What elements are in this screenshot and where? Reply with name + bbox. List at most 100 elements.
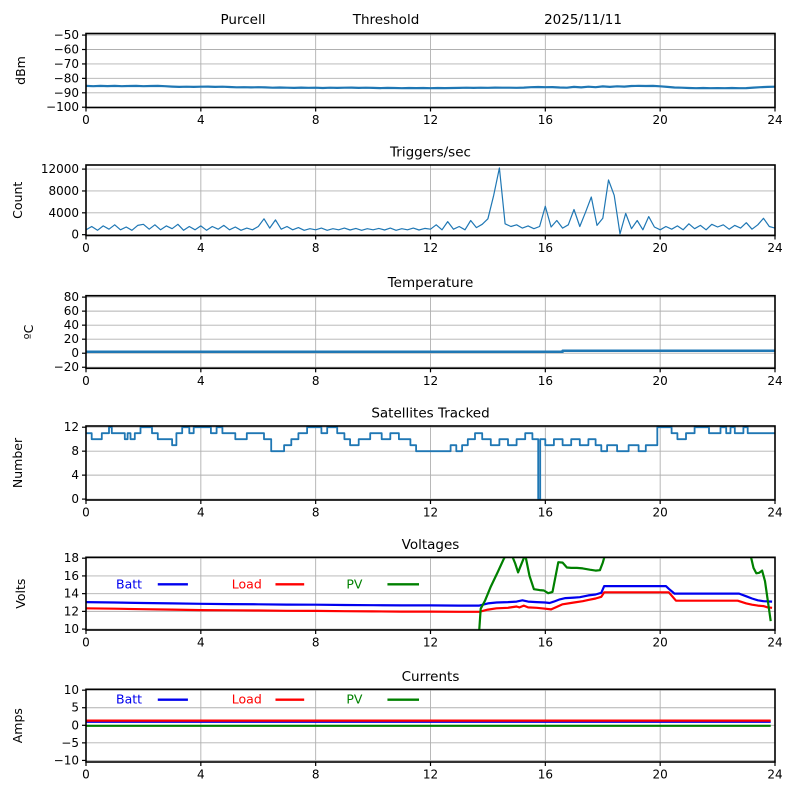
x-tick-label: 24 (767, 113, 782, 127)
y-tick-label: 12000 (41, 162, 79, 176)
x-tick-label: 4 (197, 636, 205, 650)
x-tick-label: 24 (767, 374, 782, 388)
x-tick-label: 8 (312, 506, 320, 520)
plot-area-currents (86, 719, 771, 727)
x-tick-label: 8 (312, 636, 320, 650)
y-tick-label: 10 (64, 622, 79, 636)
x-tick-label: 4 (197, 506, 205, 520)
x-tick-label: 0 (82, 506, 90, 520)
x-tick-label: 16 (538, 506, 553, 520)
x-tick-label: 20 (653, 241, 668, 255)
chart-title-temperature: Temperature (387, 275, 474, 291)
x-tick-label: 24 (767, 636, 782, 650)
legend-label-pv: PV (346, 692, 363, 707)
y-tick-label: −5 (61, 736, 79, 750)
y-tick-label: 40 (64, 318, 79, 332)
x-tick-label: 0 (82, 113, 90, 127)
x-tick-label: 4 (197, 374, 205, 388)
y-tick-label: 16 (64, 569, 79, 583)
y-tick-label: −70 (54, 57, 79, 71)
chart-threshold: 0 4 8 12 16 20 24 −50−60−70−80−90−100 dBm (13, 28, 783, 127)
plot-area-temperature (86, 349, 775, 354)
x-tick-label: 12 (423, 506, 438, 520)
legend-label-load: Load (232, 576, 262, 591)
x-tick-label: 16 (538, 768, 553, 782)
y-tick-label: −100 (46, 100, 79, 114)
x-tick-label: 12 (423, 241, 438, 255)
x-tick-label: 4 (197, 113, 205, 127)
y-tick-label: −10 (54, 753, 79, 767)
x-tick-label: 16 (538, 374, 553, 388)
y-tick-label: −50 (54, 28, 79, 42)
y-tick-label: −20 (54, 360, 79, 374)
series-batt-volts (86, 585, 773, 607)
series-satellites-number (86, 426, 775, 500)
x-tick-label: 16 (538, 241, 553, 255)
x-tick-label: 16 (538, 113, 553, 127)
x-tick-label: 8 (312, 113, 320, 127)
x-tick-label: 0 (82, 374, 90, 388)
legend-label-pv: PV (346, 576, 363, 591)
y-axis-label-temperature: ºC (21, 324, 36, 339)
x-tick-label: 8 (312, 374, 320, 388)
x-tick-label: 4 (197, 768, 205, 782)
y-tick-label: 20 (64, 332, 79, 346)
x-tick-label: 8 (312, 241, 320, 255)
y-tick-label: 10 (64, 683, 79, 697)
y-tick-label: 4 (71, 468, 79, 482)
chart-title-satellites: Satellites Tracked (371, 406, 489, 422)
x-tick-label: 24 (767, 506, 782, 520)
y-tick-label: 18 (64, 551, 79, 565)
x-tick-label: 12 (423, 636, 438, 650)
x-tick-label: 20 (653, 374, 668, 388)
plot-date: 2025/11/11 (544, 12, 622, 28)
x-tick-label: 12 (423, 374, 438, 388)
legend-label-batt: Batt (116, 576, 142, 591)
x-tick-label: 20 (653, 636, 668, 650)
series-load-volts (86, 591, 773, 613)
series-threshold-dbm (86, 84, 775, 90)
y-tick-label: 8000 (48, 184, 79, 198)
legend-label-batt: Batt (116, 692, 142, 707)
y-axis-label-triggers: Count (10, 182, 25, 219)
x-tick-label: 0 (82, 768, 90, 782)
y-tick-label: −60 (54, 43, 79, 57)
chart-title-currents: Currents (402, 669, 460, 685)
y-tick-label: −90 (54, 86, 79, 100)
plot-area-triggers (86, 167, 775, 235)
plot-area-threshold (86, 84, 775, 90)
y-tick-label: 8 (71, 444, 79, 458)
x-tick-label: 0 (82, 636, 90, 650)
chart-title-triggers: Triggers/sec (389, 145, 471, 161)
series-triggers-count (86, 167, 775, 235)
series-pv-volts (478, 557, 772, 630)
y-tick-label: 0 (71, 228, 79, 242)
x-tick-label: 4 (197, 241, 205, 255)
series-temperature-c (86, 349, 775, 354)
chart-triggers: 0 4 8 12 16 20 24 12000 8000 4000 0 Triggers/sec Cou… (10, 145, 783, 256)
chart-currents: 0 4 8 12 16 20 24 10 5 0 −5 −10 Currents Amps Batt Load… (10, 669, 783, 782)
y-tick-label: 5 (71, 701, 79, 715)
y-axis-label-currents: Amps (10, 708, 25, 743)
y-axis-label-threshold: dBm (13, 56, 28, 85)
y-axis-label-satellites: Number (10, 437, 25, 488)
x-tick-label: 8 (312, 768, 320, 782)
y-axis-label-voltages: Volts (13, 579, 28, 609)
x-tick-label: 20 (653, 768, 668, 782)
y-tick-label: 14 (64, 587, 79, 601)
y-tick-label: 0 (71, 718, 79, 732)
chart-title-voltages: Voltages (402, 537, 460, 553)
y-tick-label: 60 (64, 304, 79, 318)
legend-label-load: Load (232, 692, 262, 707)
x-tick-label: 24 (767, 241, 782, 255)
y-tick-label: 0 (71, 346, 79, 360)
y-tick-label: 80 (64, 290, 79, 304)
x-tick-label: 16 (538, 636, 553, 650)
y-tick-label: −80 (54, 71, 79, 85)
x-tick-label: 20 (653, 506, 668, 520)
y-tick-label: 12 (64, 420, 79, 434)
x-tick-label: 20 (653, 113, 668, 127)
